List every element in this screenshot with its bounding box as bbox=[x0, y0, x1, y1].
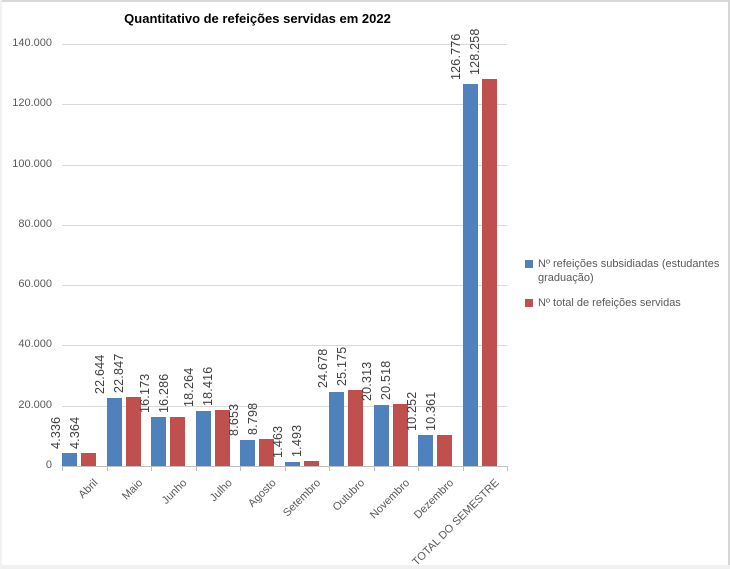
bar bbox=[482, 79, 497, 466]
bar bbox=[348, 390, 363, 466]
y-gridline bbox=[62, 345, 507, 346]
bar-data-label: 25.175 bbox=[335, 346, 349, 386]
bar bbox=[215, 410, 230, 466]
x-axis-tick bbox=[107, 467, 108, 471]
bar-data-label: 10.252 bbox=[405, 391, 419, 431]
bar-data-label: 24.678 bbox=[316, 348, 330, 388]
bar bbox=[170, 417, 185, 466]
x-axis-tick bbox=[62, 467, 63, 471]
bar bbox=[374, 405, 389, 466]
y-gridline bbox=[62, 225, 507, 226]
y-axis-label: 0 bbox=[45, 459, 52, 471]
bar-data-label: 18.416 bbox=[201, 366, 215, 406]
x-axis-label: Outubro bbox=[330, 477, 368, 514]
x-axis-label: Dezembro bbox=[412, 477, 457, 522]
window-border-top bbox=[0, 0, 730, 2]
bar-data-label: 18.264 bbox=[182, 367, 196, 407]
x-axis-line bbox=[62, 466, 508, 467]
bar-data-label: 4.364 bbox=[68, 416, 82, 449]
bar bbox=[259, 439, 274, 466]
x-axis-tick bbox=[463, 467, 464, 471]
bar bbox=[81, 453, 96, 466]
bar-data-label: 20.518 bbox=[379, 360, 393, 400]
x-axis-tick bbox=[285, 467, 286, 471]
legend: Nº refeições subsidiadas (estudantes gra… bbox=[525, 257, 730, 321]
bar-data-label: 16.173 bbox=[138, 373, 152, 413]
bar bbox=[329, 392, 344, 466]
x-axis-label: TOTAL DO SEMESTRE bbox=[410, 477, 502, 569]
legend-marker bbox=[525, 260, 533, 268]
bar bbox=[62, 453, 77, 466]
x-axis-label: Abril bbox=[76, 477, 101, 502]
bar bbox=[126, 397, 141, 466]
bar-data-label: 22.644 bbox=[93, 354, 107, 394]
bar-data-label: 8.653 bbox=[227, 403, 241, 436]
legend-label: Nº refeições subsidiadas (estudantes gra… bbox=[538, 258, 720, 285]
x-axis-label: Junho bbox=[159, 477, 190, 507]
y-axis-label: 140.000 bbox=[12, 37, 52, 49]
bar-data-label: 4.336 bbox=[49, 416, 63, 449]
window-border-left bbox=[0, 0, 2, 569]
y-gridline bbox=[62, 165, 507, 166]
bar-data-label: 22.847 bbox=[112, 353, 126, 393]
x-axis-tick bbox=[418, 467, 419, 471]
y-gridline bbox=[62, 104, 507, 105]
x-axis-label: Julho bbox=[207, 477, 235, 505]
bar-data-label: 8.798 bbox=[246, 402, 260, 435]
chart-title: Quantitativo de refeições servidas em 20… bbox=[124, 11, 391, 26]
bar-data-label: 1.493 bbox=[290, 424, 304, 457]
bar-data-label: 1.463 bbox=[271, 425, 285, 458]
window-border-bottom bbox=[0, 565, 730, 569]
bar-data-label: 10.361 bbox=[424, 391, 438, 431]
bar bbox=[107, 398, 122, 466]
x-axis-tick bbox=[196, 467, 197, 471]
y-gridline bbox=[62, 285, 507, 286]
y-axis-label: 80.000 bbox=[18, 218, 52, 230]
y-axis-label: 40.000 bbox=[18, 338, 52, 350]
y-gridline bbox=[62, 44, 507, 45]
bar bbox=[151, 417, 166, 466]
bar bbox=[418, 435, 433, 466]
bar bbox=[285, 462, 300, 466]
x-axis-tick bbox=[240, 467, 241, 471]
bar bbox=[196, 411, 211, 466]
x-axis-tick bbox=[507, 467, 508, 471]
x-axis-tick bbox=[329, 467, 330, 471]
y-axis-label: 100.000 bbox=[12, 158, 52, 170]
x-axis-tick bbox=[151, 467, 152, 471]
y-axis-label: 20.000 bbox=[18, 399, 52, 411]
bar bbox=[240, 440, 255, 466]
x-axis-tick bbox=[374, 467, 375, 471]
bar-data-label: 128.258 bbox=[468, 28, 482, 75]
bar-data-label: 16.286 bbox=[157, 373, 171, 413]
bar bbox=[463, 84, 478, 466]
bar bbox=[304, 461, 319, 466]
y-axis-label: 60.000 bbox=[18, 278, 52, 290]
x-axis-label: Novembro bbox=[368, 477, 413, 522]
y-gridline bbox=[62, 406, 507, 407]
y-axis-label: 120.000 bbox=[12, 97, 52, 109]
legend-label: Nº total de refeições servidas bbox=[538, 297, 681, 310]
legend-item: Nº refeições subsidiadas (estudantes gra… bbox=[525, 257, 730, 285]
bar bbox=[393, 404, 408, 466]
x-axis-label: Setembro bbox=[281, 477, 324, 520]
legend-marker bbox=[525, 299, 533, 308]
x-axis-label: Maio bbox=[120, 477, 146, 503]
window-border-right bbox=[728, 0, 730, 569]
bar bbox=[437, 435, 452, 466]
bar-data-label: 126.776 bbox=[449, 33, 463, 80]
x-axis-label: Agosto bbox=[245, 477, 279, 510]
legend-item: Nº total de refeições servidas bbox=[525, 296, 730, 310]
bar-data-label: 20.313 bbox=[360, 361, 374, 401]
